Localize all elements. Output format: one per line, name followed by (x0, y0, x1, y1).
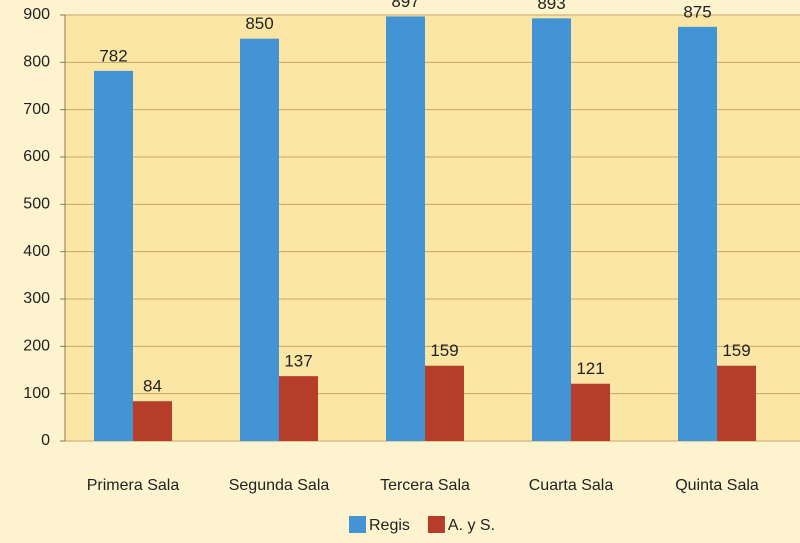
x-tick-label: Quinta Sala (675, 477, 759, 494)
data-label: 893 (537, 0, 565, 13)
legend-label: A. y S. (448, 517, 495, 534)
data-label: 782 (99, 46, 127, 65)
bar (279, 376, 318, 441)
data-label: 121 (576, 359, 604, 378)
bar (133, 401, 172, 441)
x-tick-label: Primera Sala (87, 477, 180, 494)
bar (240, 38, 279, 442)
data-label: 897 (391, 0, 419, 11)
data-label: 850 (245, 14, 273, 33)
x-tick-label: Cuarta Sala (529, 477, 614, 494)
data-label: 159 (722, 341, 750, 360)
bar (94, 70, 133, 441)
x-tick-label: Segunda Sala (229, 477, 330, 494)
y-tick-label: 500 (23, 196, 50, 213)
y-tick-label: 300 (23, 290, 50, 307)
y-tick-label: 700 (23, 101, 50, 118)
y-tick-label: 400 (23, 243, 50, 260)
y-tick-label: 200 (23, 338, 50, 355)
bar (678, 26, 717, 441)
data-label: 159 (430, 341, 458, 360)
legend-swatch (427, 516, 445, 533)
bar (717, 365, 756, 441)
x-tick-label: Tercera Sala (380, 477, 470, 494)
data-label: 875 (683, 2, 711, 21)
data-label: 137 (284, 352, 312, 371)
bar (532, 18, 571, 442)
y-tick-label: 900 (23, 6, 50, 23)
legend-swatch (349, 516, 366, 533)
y-tick-label: 800 (23, 54, 50, 71)
y-tick-label: 0 (41, 432, 50, 449)
y-tick-label: 100 (23, 385, 50, 402)
bar (386, 16, 425, 441)
data-label: 84 (143, 377, 162, 396)
y-tick-label: 600 (23, 148, 50, 165)
legend-label: Regis (369, 517, 410, 534)
bar (571, 383, 610, 441)
bar (425, 365, 464, 441)
